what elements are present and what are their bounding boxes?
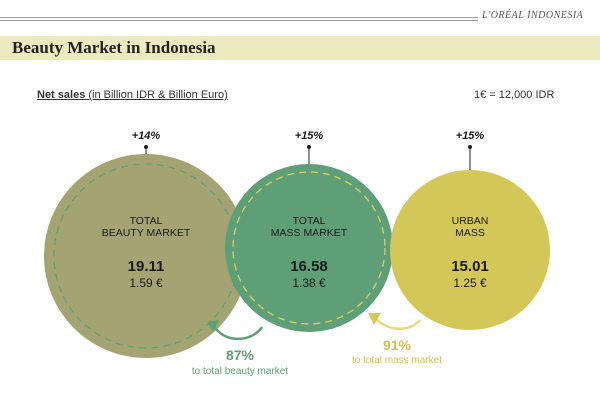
growth-dot-mass (307, 145, 311, 149)
circle-total-mass-market (225, 164, 393, 332)
beauty-label-line1: TOTAL (130, 215, 163, 227)
circle-urban-mass (390, 170, 550, 330)
title-bar (0, 36, 600, 60)
mass-label-line2: MASS MARKET (271, 227, 348, 239)
urban-label-line2: MASS (455, 227, 485, 239)
arrowhead-mass-share (368, 313, 381, 325)
header-rule-bottom (0, 20, 478, 21)
circle-total-beauty-market (44, 154, 248, 358)
mass-value-eur: 1.38 € (292, 276, 326, 290)
arrowhead-beauty-share (207, 320, 219, 332)
beauty-label-line2: BEAUTY MARKET (102, 227, 191, 239)
growth-total-mass: +15% (295, 130, 324, 142)
dashed-outline-urban-share (232, 171, 386, 325)
growth-dot-beauty (144, 145, 148, 149)
share-beauty-label: to total beauty market (192, 366, 288, 377)
arrow-beauty-share (212, 325, 264, 341)
growth-urban-mass: +15% (456, 130, 485, 142)
exchange-rate: 1€ = 12,000 IDR (474, 89, 555, 101)
urban-value-idr: 15.01 (451, 258, 489, 275)
mass-value-idr: 16.58 (290, 258, 328, 275)
arrow-mass-share (374, 317, 421, 330)
growth-dot-urban (468, 145, 472, 149)
beauty-value-idr: 19.11 (128, 258, 165, 275)
header-rule-top (0, 17, 478, 18)
page-title: Beauty Market in Indonesia (12, 38, 216, 57)
urban-value-eur: 1.25 € (453, 276, 487, 290)
net-sales-label: Net sales (37, 89, 86, 101)
beauty-value-eur: 1.59 € (129, 276, 163, 290)
brand-label: L'ORÉAL INDONESIA (482, 10, 584, 21)
net-sales-subtitle: Net sales (in Billion IDR & Billion Euro… (37, 89, 228, 101)
mass-label-line1: TOTAL (293, 215, 326, 227)
net-sales-units: (in Billion IDR & Billion Euro) (85, 89, 228, 101)
share-beauty-pct: 87% (226, 347, 255, 363)
share-mass-label: to total mass market (352, 355, 442, 366)
growth-total-beauty: +14% (132, 130, 161, 142)
share-mass-pct: 91% (383, 337, 412, 353)
urban-label-line1: URBAN (452, 215, 489, 227)
dashed-outline-mass-share (53, 163, 239, 349)
